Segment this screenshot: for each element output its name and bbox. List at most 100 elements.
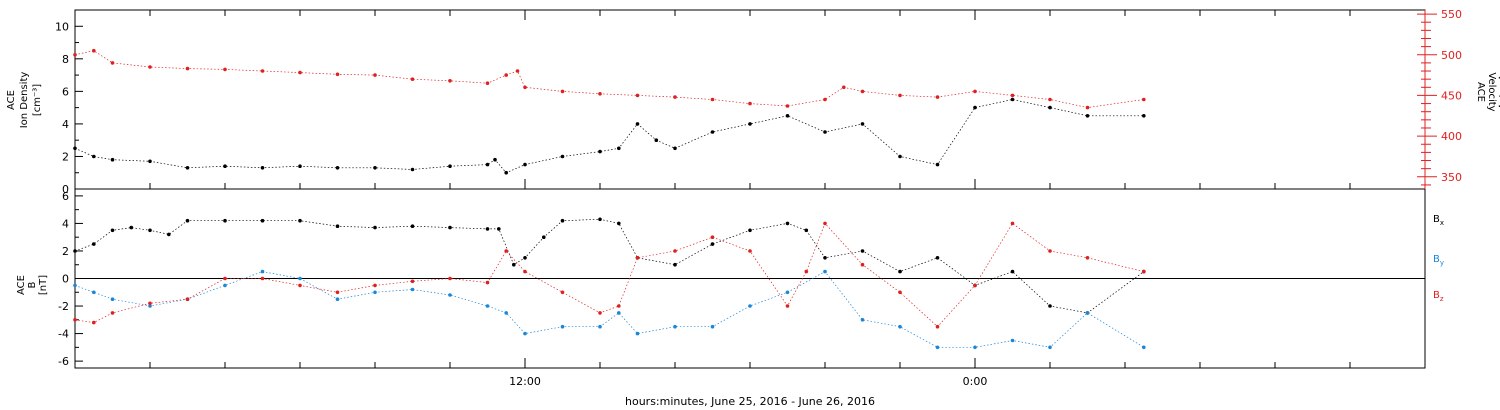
data-point xyxy=(335,166,340,170)
data-point xyxy=(598,149,602,154)
top-ylabel-left-line: ACE xyxy=(6,90,17,110)
data-point xyxy=(673,262,677,267)
xtick-label: 0:00 xyxy=(963,375,988,388)
data-point xyxy=(785,114,790,118)
data-point xyxy=(448,164,452,168)
data-point xyxy=(148,65,152,69)
ytick-label-bottom: 2 xyxy=(62,245,69,258)
data-point xyxy=(1010,97,1015,102)
ytick-label-left: 4 xyxy=(62,118,69,131)
x-axis-title: hours:minutes, June 25, 2016 - June 26, … xyxy=(625,395,875,408)
top-ylabel-right-line: Velocity xyxy=(1486,72,1497,111)
data-point xyxy=(448,276,452,281)
data-point xyxy=(512,262,516,267)
data-point xyxy=(673,95,677,99)
data-point xyxy=(298,276,302,281)
data-point xyxy=(1142,114,1146,118)
series-trace-1-2 xyxy=(74,222,1144,328)
ytick-label-left: 8 xyxy=(62,53,69,66)
data-point xyxy=(129,225,134,230)
ytick-label-left: 0 xyxy=(62,183,69,196)
bottom-ylabel-line: [nT] xyxy=(38,275,49,295)
data-point xyxy=(92,320,96,325)
data-point xyxy=(1085,255,1090,260)
data-point xyxy=(185,166,190,170)
top-ylabel-left-line: Ion Density xyxy=(19,72,30,129)
data-point xyxy=(710,235,715,239)
bottom-ylabel-line: ACE xyxy=(16,275,27,295)
data-point xyxy=(673,324,677,329)
data-point xyxy=(785,104,790,108)
data-point xyxy=(515,69,520,73)
data-point xyxy=(298,218,302,223)
data-point xyxy=(485,304,490,308)
data-point xyxy=(373,73,377,77)
data-point xyxy=(523,85,527,90)
data-point xyxy=(110,311,115,315)
data-point xyxy=(898,324,902,329)
data-point xyxy=(1142,97,1146,102)
series-trace-1-0 xyxy=(74,218,1145,314)
data-point xyxy=(410,224,415,228)
data-point xyxy=(898,269,902,274)
data-point xyxy=(92,290,96,295)
legend-item-bz: Bz xyxy=(1433,290,1444,303)
data-point xyxy=(785,290,790,295)
data-point xyxy=(92,48,96,53)
data-point xyxy=(710,242,715,246)
bottom-ylabel-line: B xyxy=(27,281,38,288)
ytick-label-left: 10 xyxy=(55,20,69,33)
ytick-label-right: 500 xyxy=(1441,49,1462,62)
data-point xyxy=(410,279,415,284)
data-point xyxy=(448,225,452,230)
legend-item-bx: Bx xyxy=(1433,214,1444,227)
ytick-label-right: 450 xyxy=(1441,89,1462,102)
data-point xyxy=(410,287,415,292)
data-point xyxy=(298,70,302,75)
data-point xyxy=(635,255,640,260)
ytick-label-bottom: -4 xyxy=(58,328,69,341)
data-point xyxy=(935,255,940,260)
ytick-label-right: 400 xyxy=(1441,130,1462,143)
top-ylabel-left-line: [cm⁻³] xyxy=(32,84,43,116)
data-point xyxy=(223,164,227,168)
data-point xyxy=(260,218,265,223)
data-point xyxy=(1048,105,1052,110)
data-point xyxy=(448,293,452,297)
data-point xyxy=(748,304,752,308)
data-point xyxy=(560,154,565,159)
ytick-label-bottom: -6 xyxy=(58,355,69,368)
data-point xyxy=(1142,345,1146,350)
series-trace-0-0 xyxy=(74,99,1144,174)
data-point xyxy=(710,130,715,134)
ytick-label-bottom: 0 xyxy=(62,273,69,286)
data-point xyxy=(373,283,377,288)
top-panel-frame xyxy=(74,9,1426,190)
data-point xyxy=(1142,269,1146,274)
ytick-label-left: 6 xyxy=(62,85,69,98)
data-point xyxy=(935,345,940,350)
data-point xyxy=(1010,93,1015,98)
data-point xyxy=(410,77,415,81)
legend-item-by: By xyxy=(1433,254,1444,267)
data-point xyxy=(223,283,227,288)
ytick-label-bottom: 4 xyxy=(62,217,69,230)
ytick-label-left: 2 xyxy=(62,150,69,163)
data-point xyxy=(673,146,677,151)
data-point xyxy=(560,290,565,295)
data-point xyxy=(804,269,809,274)
series-trace-0-1 xyxy=(74,50,1144,108)
data-point xyxy=(973,345,977,350)
data-point xyxy=(1085,114,1090,118)
top-ylabel-right-line: [km/s] xyxy=(1497,76,1500,108)
data-point xyxy=(523,331,527,336)
data-point xyxy=(148,301,152,306)
ytick-label-right: 350 xyxy=(1441,171,1462,184)
data-point xyxy=(260,69,265,73)
data-point xyxy=(673,249,677,253)
data-point xyxy=(617,221,621,226)
data-point xyxy=(973,89,977,94)
data-point xyxy=(504,311,509,315)
data-point xyxy=(110,61,115,65)
